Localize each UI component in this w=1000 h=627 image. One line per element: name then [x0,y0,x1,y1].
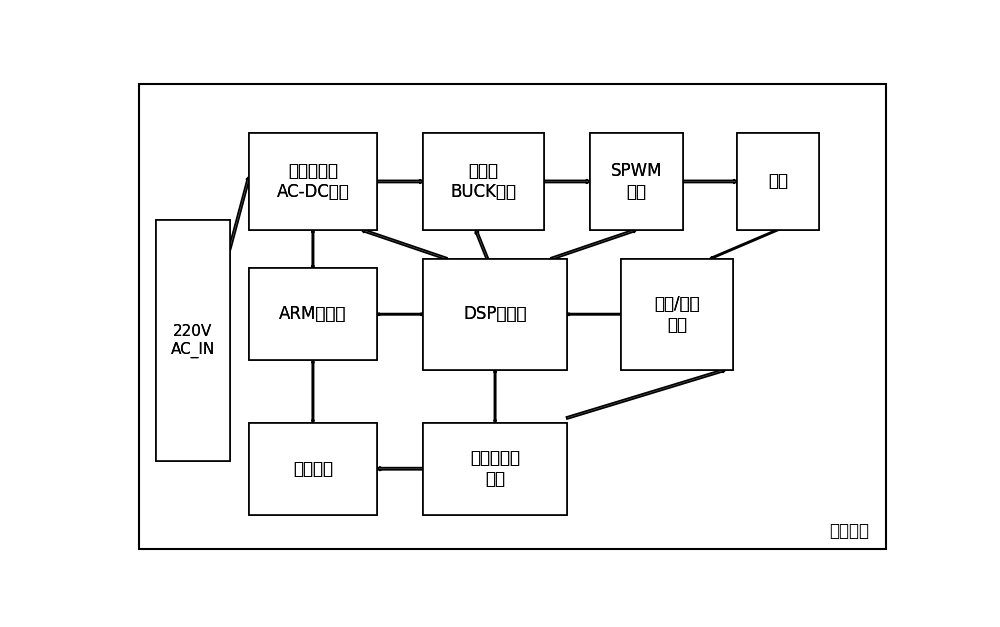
Text: 可编程整流
AC-DC模块: 可编程整流 AC-DC模块 [276,162,349,201]
Polygon shape [229,177,250,250]
Bar [423,259,567,370]
Text: 可编程整流
AC-DC模块: 可编程整流 AC-DC模块 [276,162,349,201]
Text: ARM控制器: ARM控制器 [279,305,347,324]
Bar [423,133,544,229]
Bar [423,423,567,515]
Polygon shape [312,229,314,268]
Bar [590,133,683,229]
Text: 电流/电压
检测: 电流/电压 检测 [654,295,700,334]
Bar [423,423,567,515]
Bar [156,220,230,461]
Bar [249,423,377,515]
Bar [249,133,377,229]
Text: 可编程
BUCK模块: 可编程 BUCK模块 [450,162,516,201]
Bar [621,259,733,370]
Polygon shape [710,229,778,259]
Text: 线性及辅助
电源: 线性及辅助 电源 [470,450,520,488]
Text: 可编程
BUCK模块: 可编程 BUCK模块 [450,162,516,201]
Bar [737,133,819,229]
Text: 负载: 负载 [768,172,788,191]
Bar [737,133,819,229]
Polygon shape [377,313,423,315]
Polygon shape [494,370,496,423]
Bar [249,133,377,229]
Text: DSP控制器: DSP控制器 [463,305,527,324]
Bar [249,423,377,515]
Text: 220V
AC_IN: 220V AC_IN [171,324,215,357]
Polygon shape [475,229,488,259]
Polygon shape [361,229,447,260]
Text: 线性及辅助
电源: 线性及辅助 电源 [470,450,520,488]
Polygon shape [567,313,621,315]
Polygon shape [683,179,737,183]
Text: 负载: 负载 [768,172,788,191]
Bar [249,268,377,360]
Bar [249,268,377,360]
Polygon shape [566,369,726,419]
Text: 系统结构: 系统结构 [829,522,869,540]
Bar [423,133,544,229]
Bar [156,220,230,461]
Text: 人机界面: 人机界面 [293,460,333,478]
Text: 220V
AC_IN: 220V AC_IN [171,324,215,357]
Polygon shape [544,179,590,183]
Text: SPWM
模块: SPWM 模块 [611,162,662,201]
Text: ARM控制器: ARM控制器 [279,305,347,324]
Bar [590,133,683,229]
Polygon shape [551,229,637,260]
Text: DSP控制器: DSP控制器 [463,305,527,324]
Bar [621,259,733,370]
Text: SPWM
模块: SPWM 模块 [611,162,662,201]
Bar [423,259,567,370]
Text: 人机界面: 人机界面 [293,460,333,478]
Polygon shape [312,360,314,423]
Text: 电流/电压
检测: 电流/电压 检测 [654,295,700,334]
Polygon shape [377,179,423,183]
Polygon shape [377,466,423,471]
